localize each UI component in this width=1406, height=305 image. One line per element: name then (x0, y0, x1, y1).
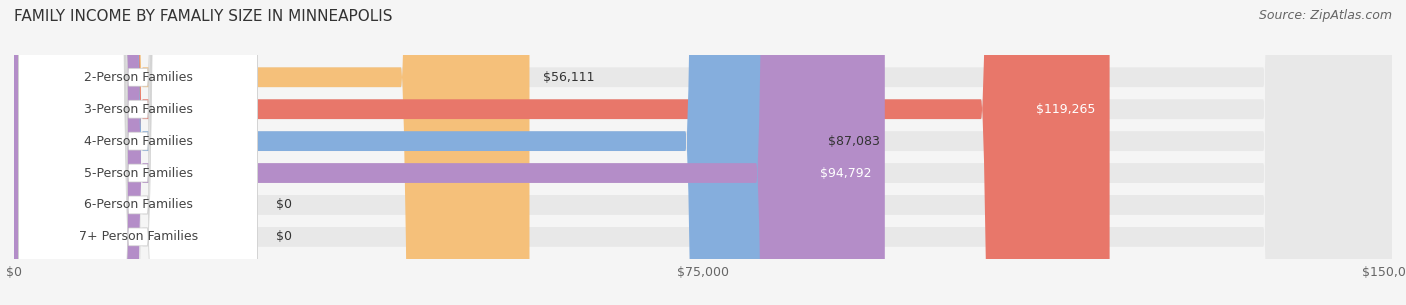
FancyBboxPatch shape (14, 0, 1392, 305)
Text: $119,265: $119,265 (1036, 103, 1095, 116)
Text: $0: $0 (276, 230, 292, 243)
Text: $0: $0 (276, 199, 292, 211)
Text: Source: ZipAtlas.com: Source: ZipAtlas.com (1258, 9, 1392, 22)
FancyBboxPatch shape (14, 0, 1392, 305)
FancyBboxPatch shape (14, 0, 1392, 305)
FancyBboxPatch shape (14, 0, 1392, 305)
FancyBboxPatch shape (14, 0, 1392, 305)
Text: $56,111: $56,111 (543, 71, 595, 84)
Text: 3-Person Families: 3-Person Families (83, 103, 193, 116)
FancyBboxPatch shape (18, 0, 257, 305)
Text: FAMILY INCOME BY FAMALIY SIZE IN MINNEAPOLIS: FAMILY INCOME BY FAMALIY SIZE IN MINNEAP… (14, 9, 392, 24)
FancyBboxPatch shape (14, 0, 1109, 305)
FancyBboxPatch shape (18, 0, 257, 305)
FancyBboxPatch shape (14, 0, 814, 305)
Text: $94,792: $94,792 (820, 167, 872, 180)
Text: 2-Person Families: 2-Person Families (83, 71, 193, 84)
Text: 7+ Person Families: 7+ Person Families (79, 230, 198, 243)
FancyBboxPatch shape (14, 0, 530, 305)
FancyBboxPatch shape (14, 0, 884, 305)
Text: 5-Person Families: 5-Person Families (83, 167, 193, 180)
Text: $87,083: $87,083 (828, 135, 880, 148)
Text: 4-Person Families: 4-Person Families (83, 135, 193, 148)
FancyBboxPatch shape (18, 0, 257, 305)
FancyBboxPatch shape (14, 0, 1392, 305)
FancyBboxPatch shape (18, 0, 257, 305)
FancyBboxPatch shape (18, 0, 257, 305)
Text: 6-Person Families: 6-Person Families (83, 199, 193, 211)
FancyBboxPatch shape (18, 0, 257, 305)
